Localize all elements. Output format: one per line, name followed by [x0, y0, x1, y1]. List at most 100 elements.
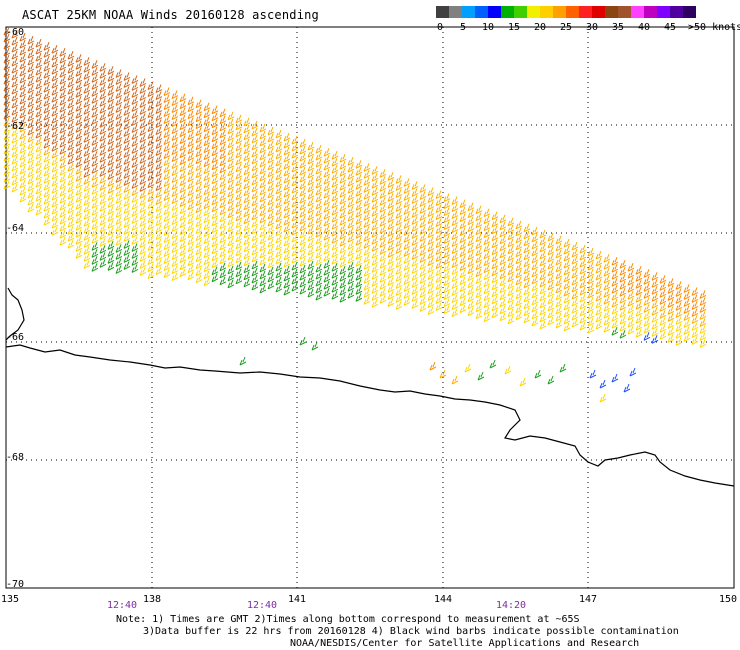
wind-barb [147, 263, 155, 272]
wind-barb [139, 211, 147, 220]
wind-barb [379, 288, 387, 297]
wind-barb [411, 188, 419, 197]
wind-barb [291, 135, 299, 145]
wind-barb [211, 119, 219, 129]
wind-barb [219, 234, 227, 244]
wind-barb [611, 305, 619, 315]
wind-barb [27, 105, 35, 115]
map-frame [5, 26, 735, 589]
wind-barb [339, 294, 347, 303]
wind-barb [587, 324, 595, 334]
legend-swatch [488, 6, 501, 18]
wind-barb [131, 222, 139, 231]
wind-barb [83, 106, 91, 115]
wind-barb [315, 242, 323, 252]
wind-barb [131, 152, 139, 161]
wind-barb [419, 268, 427, 277]
wind-barb [251, 197, 259, 207]
wind-barb [155, 245, 163, 254]
wind-barb [579, 265, 587, 275]
wind-barb [259, 144, 267, 154]
wind-barb [451, 231, 459, 241]
wind-barb [563, 273, 571, 283]
wind-barb [483, 313, 491, 323]
wind-barb [211, 168, 219, 178]
wind-barb [91, 242, 99, 251]
wind-barb [363, 275, 371, 284]
wind-barb [459, 227, 467, 237]
wind-barb [611, 326, 619, 336]
wind-barb [395, 259, 403, 268]
wind-barb [427, 299, 435, 308]
wind-barb [155, 140, 163, 149]
wind-barb [451, 217, 459, 227]
wind-barb [315, 249, 323, 259]
wind-barb [691, 308, 699, 317]
wind-barb [315, 186, 323, 196]
wind-barb [323, 280, 331, 290]
wind-barb [251, 155, 259, 165]
wind-barb [11, 64, 19, 74]
wind-barb [667, 299, 675, 308]
wind-barb [599, 379, 607, 389]
wind-barb [19, 39, 27, 49]
wind-barb [603, 316, 611, 326]
wind-barb [195, 141, 203, 151]
wind-barb [107, 66, 115, 75]
wind-barb [155, 161, 163, 170]
wind-barb [115, 132, 123, 141]
wind-barb [435, 211, 443, 220]
wind-barb [291, 149, 299, 159]
wind-barb [307, 267, 315, 277]
wind-barb [171, 237, 179, 247]
wind-barb [91, 228, 99, 237]
wind-barb [83, 232, 91, 241]
wind-barb [179, 114, 187, 124]
wind-barb [539, 264, 547, 274]
wind-barb [259, 270, 267, 280]
wind-barb [3, 82, 11, 92]
wind-barb [59, 167, 67, 176]
wind-barb [235, 240, 243, 250]
wind-barb [91, 130, 99, 139]
wind-barb [107, 248, 115, 257]
wind-barb [187, 243, 195, 253]
wind-barb [83, 64, 91, 73]
wind-barb [307, 246, 315, 256]
wind-barb [203, 193, 211, 203]
wind-barb [43, 69, 51, 79]
wind-barb [499, 256, 507, 266]
wind-barb [307, 239, 315, 249]
wind-barb [291, 247, 299, 257]
wind-barb [59, 97, 67, 106]
wind-barb [307, 225, 315, 235]
wind-barb [331, 262, 339, 272]
wind-barb [275, 255, 283, 265]
wind-barb [83, 78, 91, 87]
wind-barb [219, 157, 227, 167]
wind-barb [603, 260, 611, 270]
wind-barb [243, 271, 251, 281]
wind-barb [83, 148, 91, 157]
wind-barb [139, 85, 147, 94]
wind-barb [507, 231, 515, 241]
wind-barb [331, 276, 339, 286]
wind-barb [75, 187, 83, 196]
wind-barb [227, 230, 235, 240]
wind-barb [91, 137, 99, 146]
wind-barb [339, 259, 347, 268]
wind-barb [419, 184, 427, 193]
wind-barb [179, 177, 187, 187]
wind-barb [435, 295, 443, 304]
wind-barb [51, 205, 59, 215]
wind-barb [67, 86, 75, 95]
wind-barb [323, 175, 331, 185]
wind-barb [243, 236, 251, 246]
wind-barb [291, 170, 299, 180]
wind-barb [147, 242, 155, 251]
wind-barb [211, 189, 219, 199]
wind-barb [19, 88, 27, 98]
wind-barb [477, 371, 485, 381]
wind-barbs [3, 26, 707, 403]
wind-barb [467, 223, 475, 233]
